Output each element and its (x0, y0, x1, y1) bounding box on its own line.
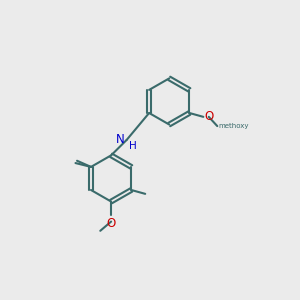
Text: methoxy: methoxy (218, 123, 249, 129)
Text: O: O (204, 110, 213, 123)
Text: O: O (106, 217, 116, 230)
Text: H: H (129, 141, 137, 151)
Text: N: N (116, 134, 125, 146)
